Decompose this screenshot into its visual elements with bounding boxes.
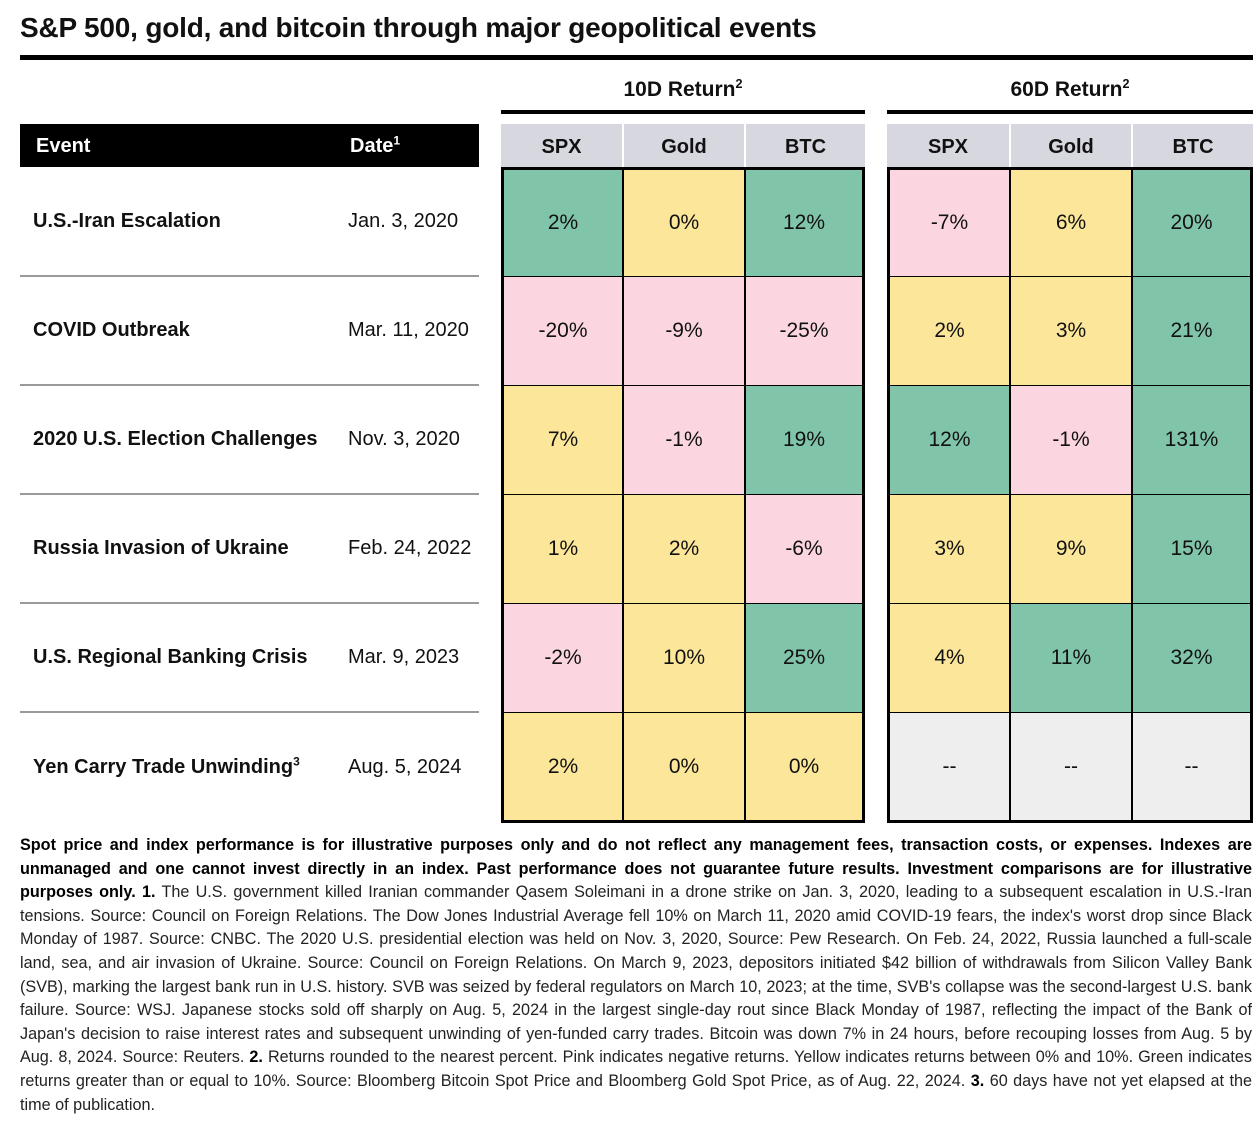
group-label-10d: 10D Return2	[501, 78, 865, 106]
return-cell-10d-spx: 1%	[501, 494, 622, 603]
event-name: U.S. Regional Banking Crisis	[33, 646, 308, 669]
event-name: Yen Carry Trade Unwinding3	[33, 753, 300, 779]
event-name: Russia Invasion of Ukraine	[33, 537, 289, 560]
return-cell-10d-gold: 10%	[622, 603, 744, 712]
return-cell-10d-gold: 2%	[622, 494, 744, 603]
row-divider	[20, 493, 479, 495]
row-divider	[20, 711, 479, 713]
event-date: Aug. 5, 2024	[348, 755, 462, 778]
event-name-text: 2020 U.S. Election Challenges	[33, 427, 318, 450]
return-cell-60d-spx: --	[887, 712, 1009, 823]
event-name: COVID Outbreak	[33, 319, 190, 342]
col-header-60d-gold: Gold	[1009, 124, 1131, 167]
event-name-text: Russia Invasion of Ukraine	[33, 536, 289, 559]
return-cell-60d-btc: 20%	[1131, 167, 1253, 276]
return-cell-10d-btc: -6%	[744, 494, 865, 603]
row-divider	[20, 275, 479, 277]
header-date-sup: 1	[393, 133, 401, 148]
return-cell-10d-spx: 7%	[501, 385, 622, 494]
group-label-60d-sup: 2	[1122, 77, 1130, 91]
return-cell-60d-btc: 21%	[1131, 276, 1253, 385]
return-cell-10d-gold: 0%	[622, 712, 744, 823]
return-cell-10d-btc: 19%	[744, 385, 865, 494]
header-date-text: Date	[350, 135, 394, 157]
return-cell-10d-spx: -2%	[501, 603, 622, 712]
footnote-1-label: 1.	[141, 883, 156, 902]
event-name-text: COVID Outbreak	[33, 318, 190, 341]
footnotes: Spot price and index performance is for …	[20, 834, 1252, 1117]
return-cell-10d-gold: 0%	[622, 167, 744, 276]
row-divider	[20, 384, 479, 386]
return-cell-10d-btc: 25%	[744, 603, 865, 712]
group-label-10d-sup: 2	[735, 77, 743, 91]
group-label-60d: 60D Return2	[887, 78, 1253, 106]
return-cell-60d-gold: 11%	[1009, 603, 1131, 712]
footnote-2-label: 2.	[249, 1048, 263, 1067]
footnote-1: The U.S. government killed Iranian comma…	[20, 883, 1252, 1067]
event-date: Nov. 3, 2020	[348, 427, 460, 450]
event-date: Mar. 9, 2023	[348, 645, 460, 668]
col-header-10d-btc: BTC	[744, 124, 865, 167]
event-name: U.S.-Iran Escalation	[33, 210, 221, 233]
event-name-text: U.S. Regional Banking Crisis	[33, 645, 308, 668]
col-header-10d-gold: Gold	[622, 124, 744, 167]
event-name-text: U.S.-Iran Escalation	[33, 209, 221, 232]
return-cell-10d-btc: -25%	[744, 276, 865, 385]
return-cell-60d-btc: 15%	[1131, 494, 1253, 603]
return-cell-60d-spx: -7%	[887, 167, 1009, 276]
group-label-10d-text: 10D Return	[623, 78, 736, 101]
event-date: Feb. 24, 2022	[348, 536, 472, 559]
event-name-text: Yen Carry Trade Unwinding	[33, 755, 294, 778]
event-name-sup: 3	[293, 753, 300, 768]
footnote-bold-intro: Spot price and index performance is for …	[20, 836, 1252, 902]
return-cell-60d-spx: 3%	[887, 494, 1009, 603]
header-date: Date1	[350, 133, 401, 158]
event-date: Mar. 11, 2020	[348, 318, 469, 341]
return-cell-10d-spx: -20%	[501, 276, 622, 385]
return-cell-60d-spx: 4%	[887, 603, 1009, 712]
return-cell-60d-gold: 3%	[1009, 276, 1131, 385]
return-cell-60d-spx: 2%	[887, 276, 1009, 385]
group-label-60d-text: 60D Return	[1010, 78, 1123, 101]
row-divider	[20, 602, 479, 604]
event-date: Jan. 3, 2020	[348, 209, 459, 232]
return-cell-60d-gold: --	[1009, 712, 1131, 823]
col-header-60d-spx: SPX	[887, 124, 1009, 167]
title-rule	[20, 55, 1253, 60]
return-cell-60d-btc: --	[1131, 712, 1253, 823]
group-rule-10d	[501, 110, 865, 114]
col-header-60d-btc: BTC	[1131, 124, 1253, 167]
return-cell-60d-btc: 32%	[1131, 603, 1253, 712]
event-name: 2020 U.S. Election Challenges	[33, 428, 318, 451]
return-cell-10d-spx: 2%	[501, 712, 622, 823]
return-cell-10d-btc: 0%	[744, 712, 865, 823]
footnote-3: 60 days have not yet elapsed at the time…	[20, 1071, 1253, 1114]
return-cell-10d-btc: 12%	[744, 167, 865, 276]
footnote-3-label: 3.	[970, 1071, 985, 1090]
col-header-10d-spx: SPX	[501, 124, 622, 167]
header-event: Event	[36, 135, 91, 157]
return-cell-60d-spx: 12%	[887, 385, 1009, 494]
return-cell-60d-gold: 9%	[1009, 494, 1131, 603]
chart-title: S&P 500, gold, and bitcoin through major…	[20, 12, 817, 43]
table-left-header: Event Date1	[20, 124, 479, 167]
return-cell-60d-gold: 6%	[1009, 167, 1131, 276]
return-cell-60d-btc: 131%	[1131, 385, 1253, 494]
group-rule-60d	[887, 110, 1253, 114]
return-cell-10d-gold: -9%	[622, 276, 744, 385]
return-cell-10d-spx: 2%	[501, 167, 622, 276]
return-cell-10d-gold: -1%	[622, 385, 744, 494]
footnote-2: Returns rounded to the nearest percent. …	[20, 1048, 1252, 1090]
return-cell-60d-gold: -1%	[1009, 385, 1131, 494]
